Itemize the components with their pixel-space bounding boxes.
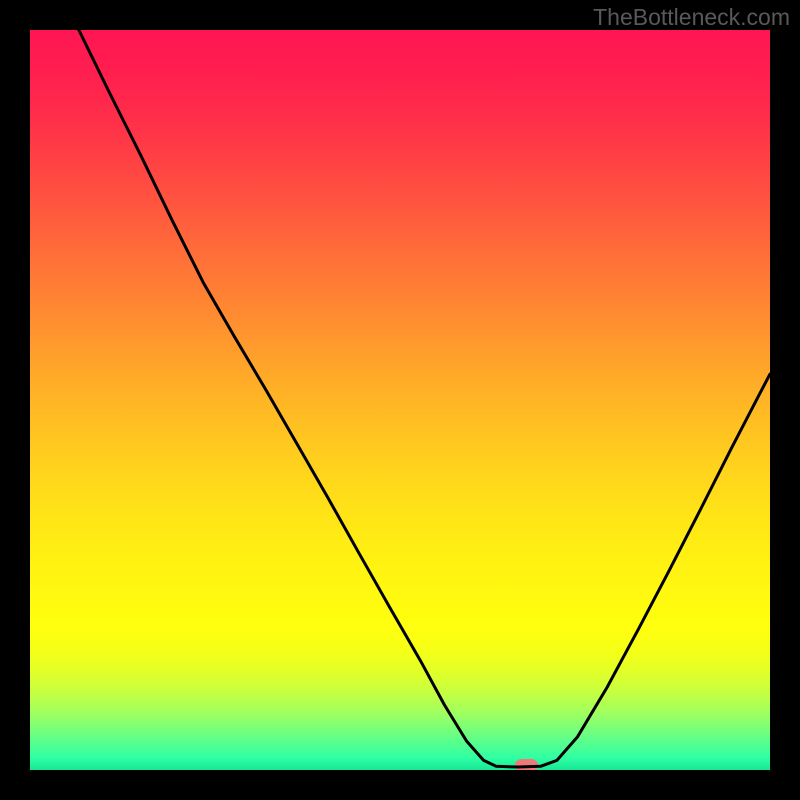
chart-frame: TheBottleneck.com: [0, 0, 800, 800]
curve-path: [79, 30, 770, 767]
watermark-text: TheBottleneck.com: [593, 4, 790, 31]
plot-area: [30, 30, 770, 770]
bottleneck-curve: [30, 30, 770, 770]
